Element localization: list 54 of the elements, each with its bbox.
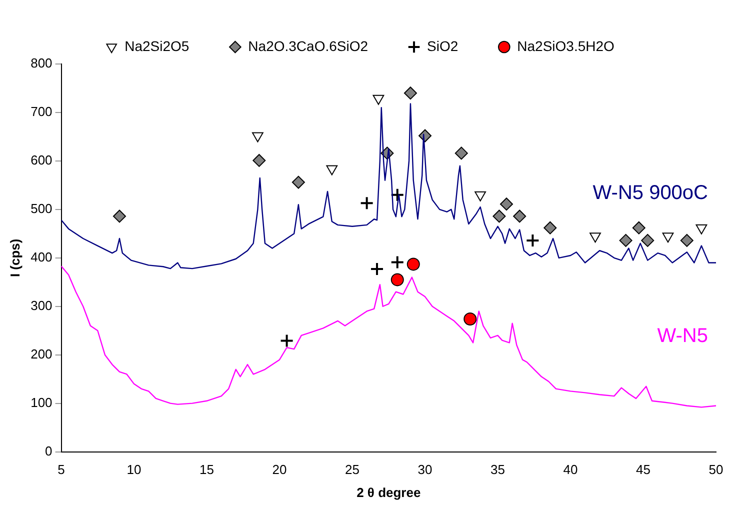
point xyxy=(112,210,126,223)
y-tick-label: 800 xyxy=(30,56,52,71)
point xyxy=(474,191,486,202)
text: W-N5 xyxy=(657,324,708,347)
text: W-N5 900oC xyxy=(592,182,708,204)
point xyxy=(326,165,338,176)
y-tick-label: 0 xyxy=(45,443,52,458)
point xyxy=(390,273,404,286)
point xyxy=(500,198,513,211)
point xyxy=(526,233,540,248)
point xyxy=(406,258,420,271)
y-tick-label: 500 xyxy=(30,201,52,216)
point xyxy=(696,224,708,234)
y-tick-label: 300 xyxy=(30,298,52,313)
x-axis-title: 2 θ degree xyxy=(356,484,421,500)
point xyxy=(390,188,404,202)
point xyxy=(544,221,557,234)
point xyxy=(252,132,264,142)
point xyxy=(360,196,374,210)
point xyxy=(370,262,384,276)
x-tick-label: 40 xyxy=(563,462,578,478)
x-tick-label: 5 xyxy=(58,462,65,478)
point xyxy=(632,221,646,234)
y-tick-label: 700 xyxy=(30,104,52,120)
x-tick-label: 15 xyxy=(200,462,214,478)
point xyxy=(454,146,468,160)
point xyxy=(680,234,694,247)
point xyxy=(280,334,294,348)
x-tick-label: 50 xyxy=(708,462,724,478)
point xyxy=(513,210,526,223)
point xyxy=(390,255,404,270)
legend-label: Na2Si2O5 xyxy=(124,38,190,54)
point xyxy=(252,154,266,167)
y-tick-label: 600 xyxy=(30,152,52,168)
x-tick-label: 45 xyxy=(636,462,650,478)
point xyxy=(492,210,506,223)
x-tick-label: 35 xyxy=(490,462,505,478)
y-axis-title: I (cps) xyxy=(7,238,22,278)
x-tick-label: 25 xyxy=(345,462,360,478)
point xyxy=(404,86,417,100)
point xyxy=(464,312,477,326)
x-tick-label: 30 xyxy=(418,462,432,478)
x-tick-label: 10 xyxy=(126,462,142,478)
y-tick-label: 100 xyxy=(30,394,52,410)
point xyxy=(641,234,654,247)
legend-label: SiO2 xyxy=(427,38,458,54)
legend-label: Na2O.3CaO.6SiO2 xyxy=(248,38,368,54)
x-tick-label: 20 xyxy=(272,462,287,478)
y-tick-label: 400 xyxy=(30,249,52,264)
legend-label: Na2SiO3.5H2O xyxy=(517,38,615,54)
y-tick-label: 200 xyxy=(30,346,52,362)
point xyxy=(372,94,384,105)
point xyxy=(619,234,632,247)
point xyxy=(292,176,305,189)
